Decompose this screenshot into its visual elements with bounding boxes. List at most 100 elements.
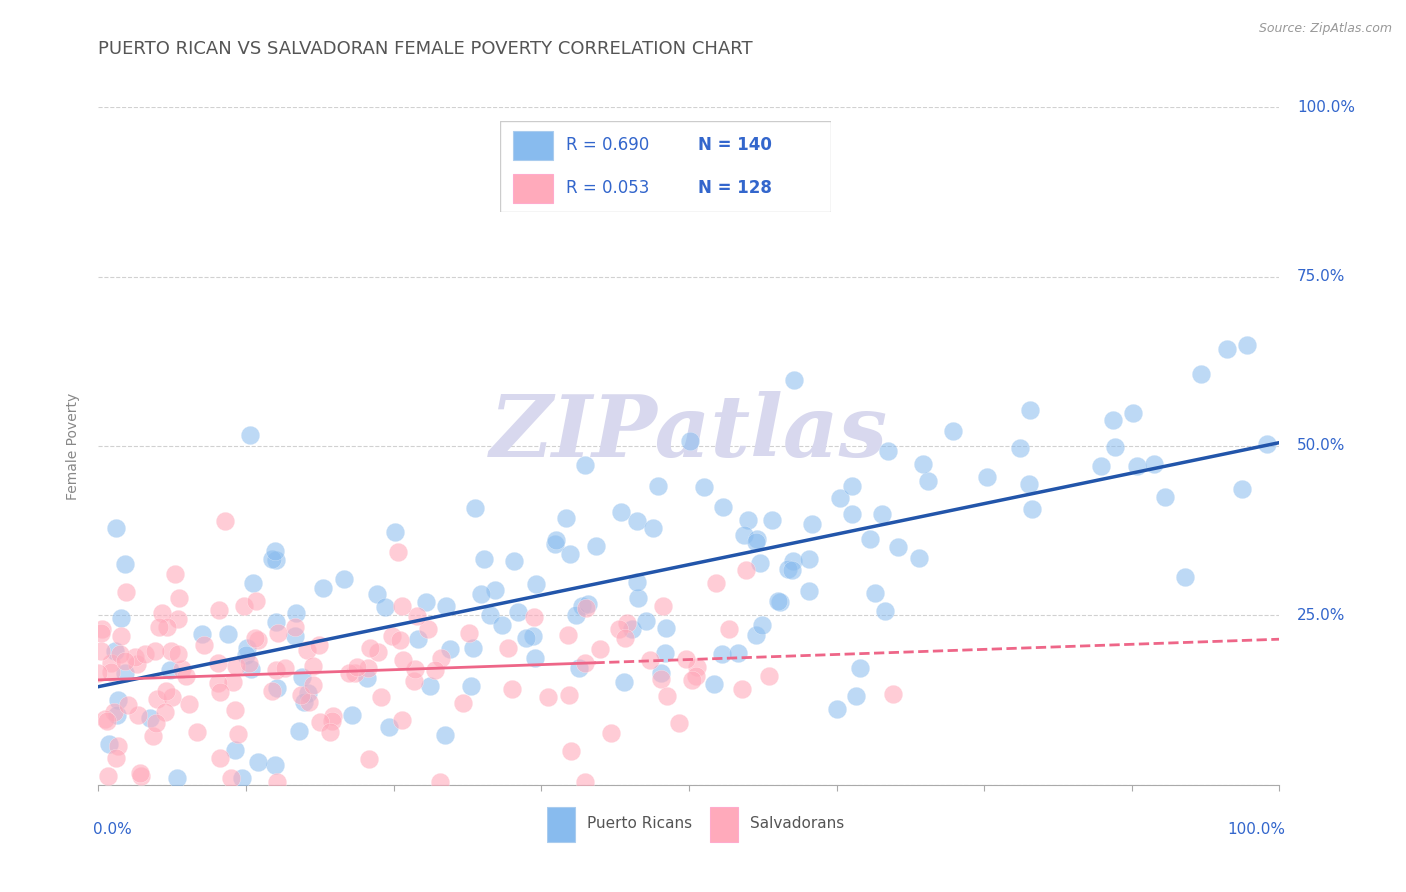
Point bbox=[654, 646, 676, 660]
Point bbox=[704, 575, 727, 590]
Point bbox=[557, 628, 579, 642]
Point bbox=[98, 737, 121, 751]
Point bbox=[976, 470, 998, 484]
Point bbox=[302, 658, 325, 673]
Point bbox=[208, 684, 231, 698]
Point bbox=[217, 626, 239, 640]
Point bbox=[150, 606, 173, 620]
Text: 50.0%: 50.0% bbox=[1298, 439, 1346, 453]
Point bbox=[129, 766, 152, 780]
Point bbox=[166, 771, 188, 785]
Point bbox=[942, 424, 965, 438]
Point bbox=[142, 729, 165, 743]
Point bbox=[641, 521, 664, 535]
Point bbox=[124, 650, 146, 665]
Y-axis label: Female Poverty: Female Poverty bbox=[66, 392, 80, 500]
Point bbox=[620, 622, 643, 636]
Point bbox=[148, 620, 170, 634]
Point bbox=[208, 603, 231, 617]
Point bbox=[97, 769, 120, 783]
Point bbox=[1090, 458, 1112, 473]
Point bbox=[357, 661, 380, 675]
Point bbox=[797, 583, 820, 598]
Point bbox=[782, 553, 804, 567]
Point bbox=[1232, 482, 1254, 496]
Point bbox=[863, 586, 886, 600]
Point bbox=[239, 662, 262, 676]
Point bbox=[647, 479, 669, 493]
Point bbox=[430, 651, 453, 665]
Point bbox=[679, 434, 702, 448]
Point bbox=[600, 726, 623, 740]
Point bbox=[226, 727, 249, 741]
Point bbox=[571, 599, 593, 614]
Point bbox=[1021, 502, 1043, 516]
Point bbox=[872, 508, 894, 522]
Point bbox=[650, 672, 672, 686]
Point bbox=[297, 686, 319, 700]
Point bbox=[575, 600, 598, 615]
Point bbox=[1236, 338, 1258, 352]
Point bbox=[558, 547, 581, 561]
Point bbox=[544, 537, 567, 551]
Text: Source: ZipAtlas.com: Source: ZipAtlas.com bbox=[1258, 22, 1392, 36]
Point bbox=[1215, 343, 1237, 357]
Point bbox=[464, 500, 486, 515]
Point bbox=[887, 540, 910, 554]
Point bbox=[1154, 490, 1177, 504]
Point bbox=[589, 642, 612, 657]
Point bbox=[626, 591, 648, 606]
Point bbox=[484, 582, 506, 597]
Point bbox=[636, 614, 658, 628]
Point bbox=[107, 739, 129, 753]
Point bbox=[758, 668, 780, 682]
Point bbox=[295, 643, 318, 657]
Point bbox=[125, 657, 148, 671]
Point bbox=[912, 458, 935, 472]
Point bbox=[607, 622, 630, 636]
Point bbox=[1143, 457, 1166, 471]
Point bbox=[1122, 406, 1144, 420]
Point bbox=[367, 645, 389, 659]
Point bbox=[319, 725, 342, 739]
Point bbox=[145, 692, 167, 706]
Point bbox=[91, 622, 114, 636]
Point bbox=[433, 728, 456, 742]
Point bbox=[110, 647, 132, 661]
Point bbox=[434, 599, 457, 613]
Point bbox=[238, 656, 260, 670]
Point bbox=[1019, 403, 1042, 417]
Point bbox=[568, 661, 591, 675]
Point bbox=[391, 599, 413, 613]
Point bbox=[239, 427, 262, 442]
Point bbox=[266, 681, 288, 696]
Point bbox=[626, 514, 648, 528]
Point bbox=[224, 703, 246, 717]
Point bbox=[370, 690, 392, 704]
Point bbox=[650, 665, 672, 680]
Point bbox=[841, 508, 863, 522]
Point bbox=[574, 774, 596, 789]
Point bbox=[655, 621, 678, 635]
Point bbox=[668, 715, 690, 730]
Point bbox=[766, 594, 789, 608]
Point bbox=[1008, 441, 1031, 455]
Point bbox=[917, 474, 939, 488]
Point bbox=[783, 373, 806, 387]
Point bbox=[110, 611, 132, 625]
Text: 75.0%: 75.0% bbox=[1298, 269, 1346, 284]
Point bbox=[273, 661, 295, 675]
Point bbox=[302, 678, 325, 692]
Point bbox=[139, 711, 162, 725]
Point bbox=[472, 551, 495, 566]
Point bbox=[882, 686, 904, 700]
Point bbox=[610, 505, 633, 519]
Point bbox=[284, 628, 307, 642]
Point bbox=[907, 550, 929, 565]
Point bbox=[243, 631, 266, 645]
Point bbox=[387, 545, 409, 559]
Point bbox=[357, 752, 380, 766]
Point bbox=[346, 659, 368, 673]
Point bbox=[419, 679, 441, 693]
Point bbox=[711, 500, 734, 515]
